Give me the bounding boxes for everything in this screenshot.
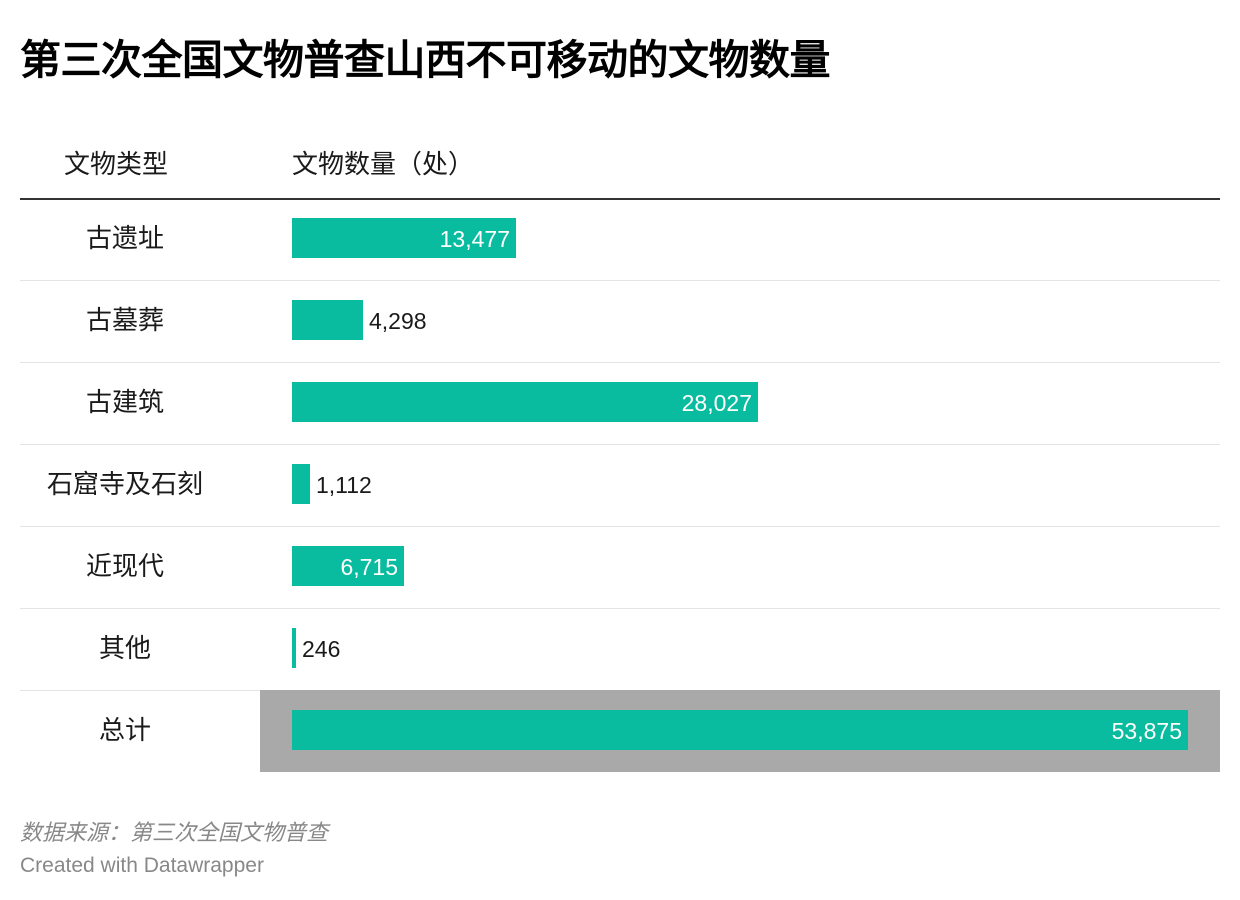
table-row: 总计 53,875 xyxy=(20,690,1220,772)
table-row: 古遗址 13,477 xyxy=(20,198,1220,281)
bar-value-label: 13,477 xyxy=(439,226,510,252)
category-label: 近现代 xyxy=(85,552,164,582)
bar-value-label: 1,112 xyxy=(316,472,372,498)
bar-value-label: 28,027 xyxy=(681,390,752,416)
bar xyxy=(292,218,516,258)
bar-value-label: 246 xyxy=(302,636,341,662)
data-source-note: 数据来源：第三次全国文物普查 xyxy=(20,821,329,846)
column-header-type: 文物类型 xyxy=(64,150,169,180)
bar-value-label: 4,298 xyxy=(369,308,427,334)
category-label: 石窟寺及石刻 xyxy=(46,470,203,500)
bar xyxy=(292,628,296,668)
table-header: 文物类型 文物数量（处） xyxy=(20,128,1220,200)
bar xyxy=(292,546,404,586)
table-row: 古建筑 28,027 xyxy=(20,362,1220,445)
category-label: 总计 xyxy=(98,716,151,746)
bar xyxy=(292,300,363,340)
bar-value-label: 6,715 xyxy=(340,554,398,580)
bar xyxy=(292,710,1188,750)
table-row: 近现代 6,715 xyxy=(20,526,1220,609)
category-label: 古墓葬 xyxy=(85,306,164,336)
table-row: 其他 246 xyxy=(20,608,1220,691)
datawrapper-credit: Created with Datawrapper xyxy=(20,854,264,877)
table-row: 石窟寺及石刻 1,112 xyxy=(20,444,1220,527)
chart-title: 第三次全国文物普查山西不可移动的文物数量 xyxy=(20,36,831,84)
column-header-count: 文物数量（处） xyxy=(292,150,475,180)
bar xyxy=(292,464,310,504)
table-row: 古墓葬 4,298 xyxy=(20,280,1220,363)
bar xyxy=(292,382,758,422)
bar-value-label: 53,875 xyxy=(1111,718,1182,744)
category-label: 其他 xyxy=(98,634,151,664)
category-label: 古遗址 xyxy=(85,224,164,254)
category-label: 古建筑 xyxy=(85,388,164,418)
